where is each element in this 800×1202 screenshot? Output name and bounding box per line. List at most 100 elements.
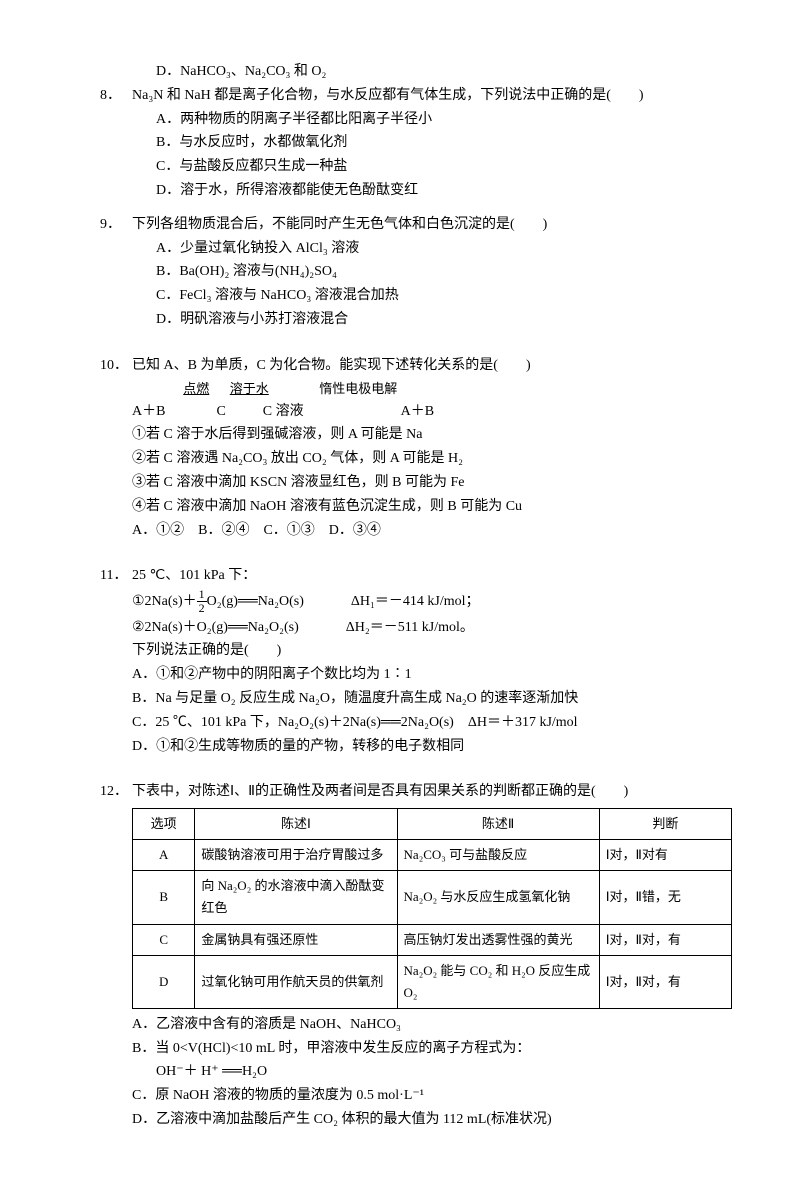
cell-option: D [133, 955, 195, 1008]
eq1-dh: ΔH₁＝－414 kJ/mol； [351, 594, 480, 609]
opt-text: 两种物质的阴离子半径都比阳离子半径小 [180, 112, 432, 127]
cell-statement2: Na₂O₂ 能与 CO₂ 和 H₂O 反应生成 O₂ [397, 955, 599, 1008]
q-stem: 下表中，对陈述Ⅰ、Ⅱ的正确性及两者间是否具有因果关系的判断都正确的是( ) [132, 780, 720, 804]
option-line: C．原 NaOH 溶液的物质的量浓度为 0.5 mol·L⁻¹ [100, 1084, 720, 1108]
cell-statement1: 过氧化钠可用作航天员的供氧剂 [195, 955, 397, 1008]
opt-label: D． [132, 1112, 156, 1127]
option-line: A．①和②产物中的阴阳离子个数比均为 1∶1 [100, 663, 720, 687]
opt-text: 乙溶液中含有的溶质是 NaOH、NaHCO₃ [156, 1017, 401, 1032]
option-line: A．少量过氧化钠投入 AlCl₃ 溶液 [100, 237, 720, 261]
opt-text: 当 0<V(HCl)<10 mL 时，甲溶液中发生反应的离子方程式为： [155, 1041, 530, 1056]
c-solution: C 溶液 [263, 404, 304, 419]
col-statement1: 陈述Ⅰ [195, 809, 397, 840]
arrow-label-1: 点燃 [183, 378, 209, 400]
reactant-ab: A＋B [132, 404, 165, 419]
opt-text: ①和②产物中的阴阳离子个数比均为 1∶1 [156, 667, 412, 682]
q-num: 11． [100, 564, 132, 588]
q-num: 9． [100, 213, 132, 237]
arrow-label-2: 溶于水 [230, 378, 269, 400]
q11-stem2: 下列说法正确的是( ) [100, 639, 720, 663]
option-line: D．①和②生成等物质的量的产物，转移的电子数相同 [100, 735, 720, 759]
opt-text: NaHCO₃、Na₂CO₃ 和 O₂ [180, 64, 326, 79]
eq2-left: ②2Na(s)＋O₂(g)══Na₂O₂(s) [132, 620, 299, 635]
opt-label: B． [156, 264, 179, 279]
opt-text: 与盐酸反应都只生成一种盐 [179, 159, 347, 174]
opt-label: B． [132, 691, 155, 706]
equation-2: ②2Na(s)＋O₂(g)══Na₂O₂(s) ΔH₂＝－511 kJ/mol。 [100, 616, 720, 640]
q10-choices: A．①② B．②④ C．①③ D．③④ [100, 519, 720, 543]
eq2-dh: ΔH₂＝－511 kJ/mol。 [346, 620, 474, 635]
opt-label: A． [132, 667, 156, 682]
sub-statement: ④若 C 溶液中滴加 NaOH 溶液有蓝色沉淀生成，则 B 可能为 Cu [100, 495, 720, 519]
option-line: C．FeCl₃ 溶液与 NaHCO₃ 溶液混合加热 [100, 284, 720, 308]
opt-text: OH⁻＋ H⁺ ══H₂O [156, 1064, 267, 1079]
opt-text: 明矾溶液与小苏打溶液混合 [180, 312, 348, 327]
product-c: C [216, 404, 225, 419]
q-stem: 已知 A、B 为单质，C 为化合物。能实现下述转化关系的是( ) [132, 354, 720, 378]
q-num: 8． [100, 84, 132, 108]
opt-text: 原 NaOH 溶液的物质的量浓度为 0.5 mol·L⁻¹ [155, 1088, 424, 1103]
opt-text: 乙溶液中滴加盐酸后产生 CO₂ 体积的最大值为 112 mL(标准状况) [156, 1112, 552, 1127]
option-line: B．与水反应时，水都做氧化剂 [100, 131, 720, 155]
fraction-half: 12 [197, 588, 207, 615]
question-11: 11． 25 ℃、101 kPa 下： ①2Na(s)＋12O₂(g)══Na₂… [100, 564, 720, 758]
cell-judgment: Ⅰ对，Ⅱ对，有 [599, 955, 731, 1008]
q-stem: 25 ℃、101 kPa 下： [132, 564, 720, 588]
opt-text: FeCl₃ 溶液与 NaHCO₃ 溶液混合加热 [179, 288, 398, 303]
opt-label: A． [156, 112, 180, 127]
sub-statement: ②若 C 溶液遇 Na₂CO₃ 放出 CO₂ 气体，则 A 可能是 H₂ [100, 447, 720, 471]
table-row: B向 Na₂O₂ 的水溶液中滴入酚酞变红色Na₂O₂ 与水反应生成氢氧化钠Ⅰ对，… [133, 871, 732, 924]
q-stem: 下列各组物质混合后，不能同时产生无色气体和白色沉淀的是( ) [132, 213, 720, 237]
opt-label: D． [156, 64, 180, 79]
cell-statement2: Na₂CO₃ 可与盐酸反应 [397, 840, 599, 871]
opt-text: 25 ℃、101 kPa 下，Na₂O₂(s)＋2Na(s)══2Na₂O(s)… [155, 715, 577, 730]
opt-label: B． [132, 1041, 155, 1056]
cell-judgment: Ⅰ对，Ⅱ对，有 [599, 924, 731, 955]
table-header-row: 选项 陈述Ⅰ 陈述Ⅱ 判断 [133, 809, 732, 840]
question-8: 8． Na₃N 和 NaH 都是离子化合物，与水反应都有气体生成，下列说法中正确… [100, 84, 720, 203]
q-num: 10． [100, 354, 132, 378]
question-12: 12． 下表中，对陈述Ⅰ、Ⅱ的正确性及两者间是否具有因果关系的判断都正确的是( … [100, 780, 720, 1131]
eq1-mid: O₂(g)══Na₂O(s) [207, 594, 304, 609]
opt-label: C． [156, 288, 179, 303]
q7-opt-d: D．NaHCO₃、Na₂CO₃ 和 O₂ [100, 60, 720, 84]
opt-label: C． [132, 715, 155, 730]
opt-label: A． [132, 1017, 156, 1032]
opt-text: 与水反应时，水都做氧化剂 [179, 135, 347, 150]
opt-label: C． [156, 159, 179, 174]
option-line: C．与盐酸反应都只生成一种盐 [100, 155, 720, 179]
reaction-scheme: A＋B C C 溶液 A＋B [100, 400, 720, 424]
option-line: D．乙溶液中滴加盐酸后产生 CO₂ 体积的最大值为 112 mL(标准状况) [100, 1108, 720, 1132]
cell-option: A [133, 840, 195, 871]
option-line: C．25 ℃、101 kPa 下，Na₂O₂(s)＋2Na(s)══2Na₂O(… [100, 711, 720, 735]
col-option: 选项 [133, 809, 195, 840]
opt-text: Na 与足量 O₂ 反应生成 Na₂O，随温度升高生成 Na₂O 的速率逐渐加快 [155, 691, 578, 706]
option-line: B．Na 与足量 O₂ 反应生成 Na₂O，随温度升高生成 Na₂O 的速率逐渐… [100, 687, 720, 711]
opt-label: C． [132, 1088, 155, 1103]
arrow-label-3: 惰性电极电解 [319, 381, 397, 396]
table-row: C金属钠具有强还原性高压钠灯发出透雾性强的黄光Ⅰ对，Ⅱ对，有 [133, 924, 732, 955]
option-line: A．乙溶液中含有的溶质是 NaOH、NaHCO₃ [100, 1013, 720, 1037]
col-judgment: 判断 [599, 809, 731, 840]
opt-text: 溶于水，所得溶液都能使无色酚酞变红 [180, 183, 418, 198]
question-10: 10． 已知 A、B 为单质，C 为化合物。能实现下述转化关系的是( ) 点燃 … [100, 354, 720, 543]
q12-table: 选项 陈述Ⅰ 陈述Ⅱ 判断 A碳酸钠溶液可用于治疗胃酸过多Na₂CO₃ 可与盐酸… [132, 808, 732, 1009]
opt-text: 少量过氧化钠投入 AlCl₃ 溶液 [180, 241, 359, 256]
opt-text: ①和②生成等物质的量的产物，转移的电子数相同 [156, 739, 464, 754]
cell-statement2: Na₂O₂ 与水反应生成氢氧化钠 [397, 871, 599, 924]
opt-label: D． [156, 312, 180, 327]
cell-judgment: Ⅰ对，Ⅱ对有 [599, 840, 731, 871]
cell-judgment: Ⅰ对，Ⅱ错，无 [599, 871, 731, 924]
cell-option: C [133, 924, 195, 955]
sub-statement: ③若 C 溶液中滴加 KSCN 溶液显红色，则 B 可能为 Fe [100, 471, 720, 495]
opt-label: D． [156, 183, 180, 198]
opt-label: A． [156, 241, 180, 256]
sub-statement: ①若 C 溶于水后得到强碱溶液，则 A 可能是 Na [100, 423, 720, 447]
eq1-left: ①2Na(s)＋ [132, 594, 197, 609]
cell-option: B [133, 871, 195, 924]
equation-1: ①2Na(s)＋12O₂(g)══Na₂O(s) ΔH₁＝－414 kJ/mol… [100, 588, 720, 615]
question-9: 9． 下列各组物质混合后，不能同时产生无色气体和白色沉淀的是( ) A．少量过氧… [100, 213, 720, 332]
cell-statement1: 向 Na₂O₂ 的水溶液中滴入酚酞变红色 [195, 871, 397, 924]
opt-label: D． [132, 739, 156, 754]
option-line: D．溶于水，所得溶液都能使无色酚酞变红 [100, 179, 720, 203]
